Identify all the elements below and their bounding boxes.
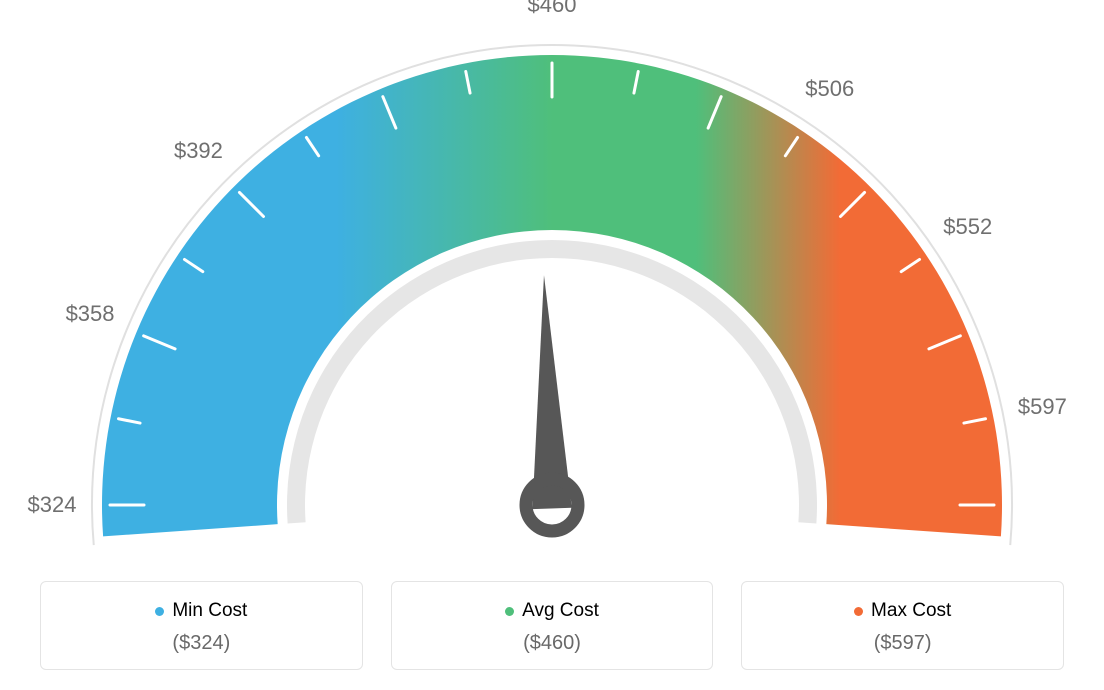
gauge-tick-label: $358 xyxy=(66,301,115,327)
avg-cost-box: Avg Cost ($460) xyxy=(391,581,714,670)
gauge-tick-label: $324 xyxy=(28,492,77,518)
legend-boxes: Min Cost ($324) Avg Cost ($460) Max Cost… xyxy=(40,581,1064,670)
cost-gauge-chart: $324 $358 $392 $460 $506 $552 $597 Min Cost ($… xyxy=(0,0,1104,690)
avg-dot-icon xyxy=(505,607,514,616)
gauge-tick-label: $460 xyxy=(528,0,577,18)
max-cost-box: Max Cost ($597) xyxy=(741,581,1064,670)
gauge-tick-label: $392 xyxy=(174,138,223,164)
max-cost-label-row: Max Cost xyxy=(854,600,951,622)
max-cost-value: ($597) xyxy=(752,632,1053,655)
gauge-svg xyxy=(0,0,1104,560)
min-cost-label: Min Cost xyxy=(172,600,247,622)
gauge-tick-label: $552 xyxy=(943,214,992,240)
avg-cost-label: Avg Cost xyxy=(522,600,599,622)
avg-cost-value: ($460) xyxy=(402,632,703,655)
min-cost-label-row: Min Cost xyxy=(155,600,247,622)
gauge-tick-label: $506 xyxy=(805,76,854,102)
gauge-area: $324 $358 $392 $460 $506 $552 $597 xyxy=(0,0,1104,560)
min-cost-value: ($324) xyxy=(51,632,352,655)
max-cost-label: Max Cost xyxy=(871,600,951,622)
min-cost-box: Min Cost ($324) xyxy=(40,581,363,670)
avg-cost-label-row: Avg Cost xyxy=(505,600,599,622)
gauge-tick-label: $597 xyxy=(1018,394,1067,420)
max-dot-icon xyxy=(854,607,863,616)
min-dot-icon xyxy=(155,607,164,616)
